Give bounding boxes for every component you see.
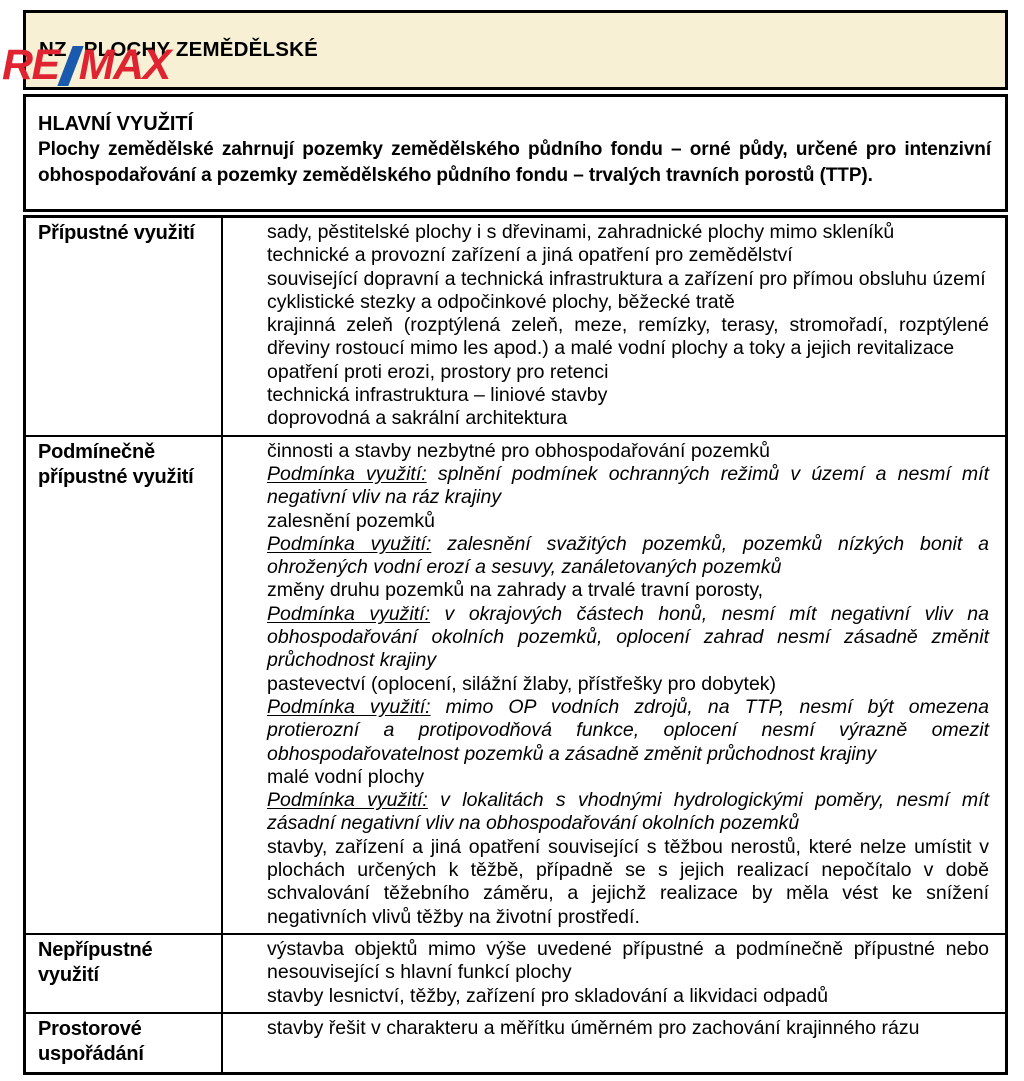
use-item: změny druhu pozemků na zahrady a trvalé … bbox=[267, 579, 764, 602]
condition-prefix: Podmínka využití: bbox=[267, 695, 431, 718]
condition-item: Podmínka využití: mimo OP vodních zdrojů… bbox=[267, 695, 989, 765]
zoning-document: NZ PLOCHY ZEMĚDĚLSKÉ HLAVNÍ VYUŽITÍ Ploch… bbox=[23, 10, 1008, 1075]
use-item: výstavba objektů mimo výše uvedené přípu… bbox=[267, 937, 989, 984]
condition-prefix: Podmínka využití: bbox=[267, 789, 428, 812]
table-row: Prostorové uspořádání stavby řešit v char… bbox=[26, 1011, 1005, 1072]
condition-prefix: Podmínka využití: bbox=[267, 462, 427, 485]
use-item: stavby lesnictví, těžby, zařízení pro sk… bbox=[267, 984, 829, 1007]
table-row: Přípustné využití sady, pěstitelské ploch… bbox=[26, 218, 1005, 435]
row-content: stavby řešit v charakteru a měřítku úměr… bbox=[223, 1014, 1005, 1072]
row-content: výstavba objektů mimo výše uvedené přípu… bbox=[223, 935, 1005, 1012]
use-item: technické a provozní zařízení a jiná opa… bbox=[267, 244, 793, 267]
row-content: sady, pěstitelské plochy i s dřevinami, … bbox=[223, 218, 1005, 435]
remax-logo-max: MAX bbox=[78, 41, 172, 89]
section-header-bar: NZ PLOCHY ZEMĚDĚLSKÉ bbox=[23, 10, 1008, 90]
use-item: pastevectví (oplocení, silážní žlaby, př… bbox=[267, 672, 777, 695]
use-table: Přípustné využití sady, pěstitelské ploch… bbox=[23, 215, 1008, 1075]
remax-logo-re: RE bbox=[2, 41, 60, 89]
main-use-section: HLAVNÍ VYUŽITÍ Plochy zemědělské zahrnuj… bbox=[23, 94, 1008, 212]
condition-item: Podmínka využití: v lokalitách s vhodným… bbox=[267, 789, 989, 835]
main-use-text: Plochy zemědělské zahrnují pozemky zeměd… bbox=[38, 139, 991, 186]
use-item: sady, pěstitelské plochy i s dřevinami, … bbox=[267, 221, 895, 243]
use-item: malé vodní plochy bbox=[267, 765, 425, 788]
use-item: činnosti a stavby nezbytné pro obhospoda… bbox=[267, 439, 770, 462]
table-row: Nepřípustné využití výstavba objektů mimo… bbox=[26, 932, 1005, 1012]
condition-prefix: Podmínka využití: bbox=[267, 602, 431, 625]
main-use-heading: HLAVNÍ VYUŽITÍ bbox=[38, 113, 194, 135]
use-item: doprovodná a sakrální architektura bbox=[267, 407, 568, 430]
use-item: stavby řešit v charakteru a měřítku úměr… bbox=[267, 1016, 920, 1039]
condition-item: Podmínka využití: splnění podmínek ochra… bbox=[267, 462, 989, 509]
use-item: zalesnění pozemků bbox=[267, 509, 436, 532]
table-row: Podmínečně přípustné využití činnosti a s… bbox=[26, 434, 1005, 933]
condition-prefix: Podmínka využití: bbox=[267, 532, 432, 555]
row-label: Podmínečně přípustné využití bbox=[26, 436, 223, 933]
use-item: související dopravní a technická infrast… bbox=[267, 267, 986, 290]
zone-code: NZ bbox=[39, 38, 67, 61]
condition-item: Podmínka využití: zalesnění svažitých po… bbox=[267, 532, 989, 579]
use-item: cyklistické stezky a odpočinkové plochy,… bbox=[267, 290, 735, 313]
row-label: Prostorové uspořádání bbox=[26, 1013, 223, 1072]
row-label: Nepřípustné využití bbox=[26, 934, 223, 1012]
remax-logo: RE MAX bbox=[2, 41, 172, 89]
use-item: technická infrastruktura – liniové stavb… bbox=[267, 384, 608, 407]
page-title: PLOCHY ZEMĚDĚLSKÉ bbox=[83, 38, 318, 61]
use-item: krajinná zeleň (rozptýlená zeleň, meze, … bbox=[267, 314, 989, 360]
use-item: opatření proti erozi, prostory pro reten… bbox=[267, 360, 609, 383]
row-content: činnosti a stavby nezbytné pro obhospoda… bbox=[223, 437, 1005, 933]
row-label: Přípustné využití bbox=[26, 218, 223, 435]
condition-item: Podmínka využití: v okrajových částech h… bbox=[267, 602, 989, 672]
use-item: stavby, zařízení a jiná opatření souvise… bbox=[267, 835, 989, 928]
